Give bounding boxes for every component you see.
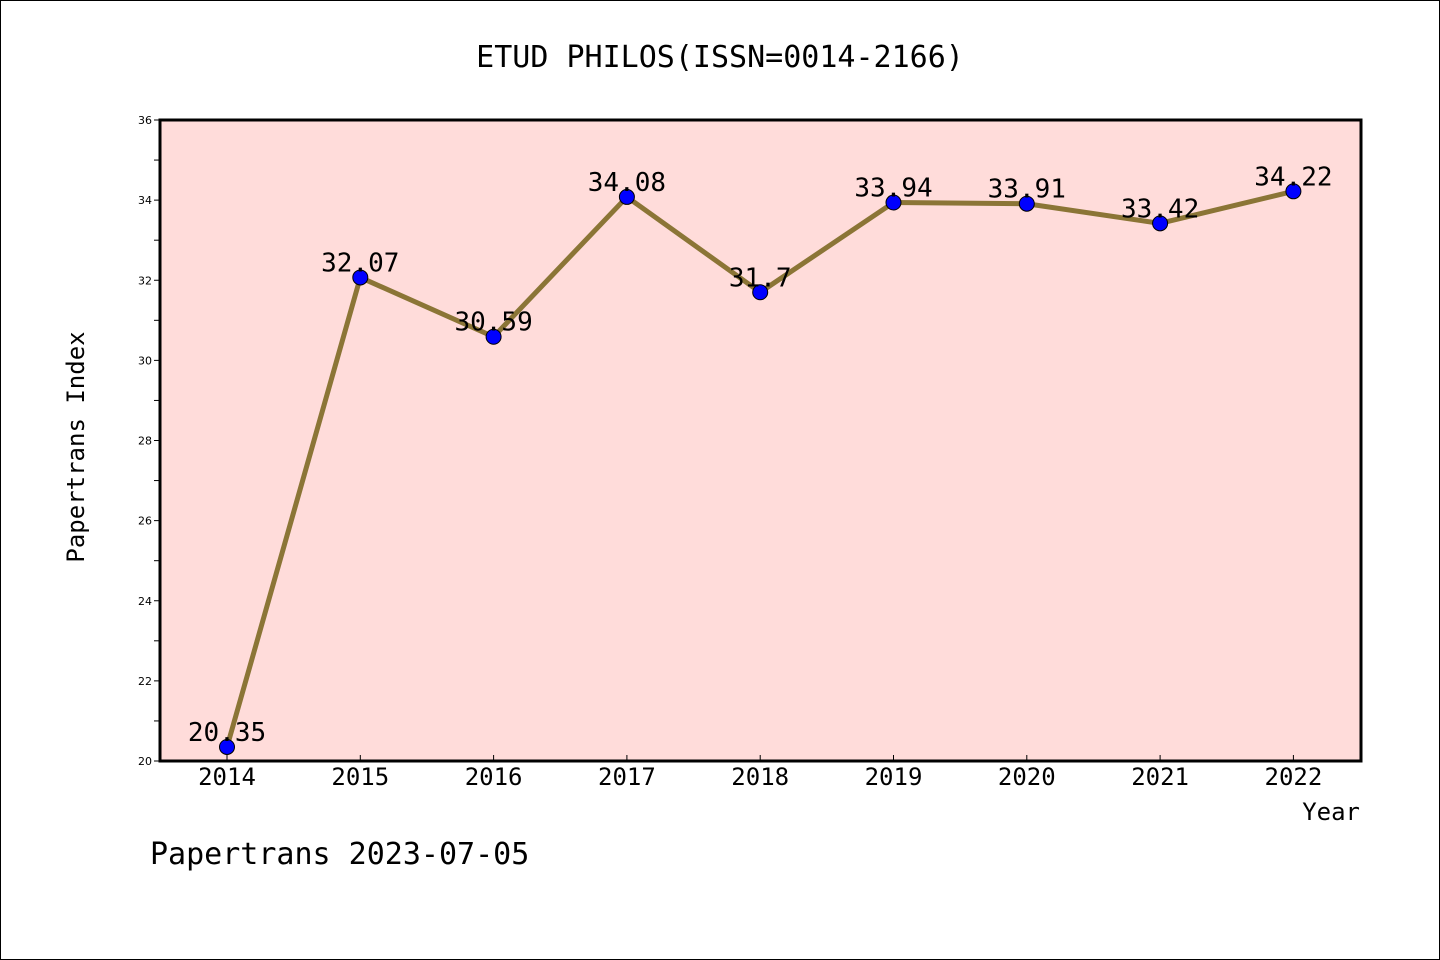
data-point xyxy=(485,328,502,345)
data-point xyxy=(1018,195,1035,212)
x-axis-label: Year xyxy=(1302,798,1360,826)
y-tick-label: 20 xyxy=(138,755,152,768)
data-point xyxy=(752,284,769,301)
series-markers xyxy=(219,183,1302,755)
data-label: 34.08 xyxy=(588,168,666,198)
data-point xyxy=(885,194,902,211)
data-point xyxy=(352,269,369,286)
x-tick-label: 2014 xyxy=(198,763,256,791)
x-tick-label: 2022 xyxy=(1265,763,1323,791)
x-tick-label: 2021 xyxy=(1131,763,1189,791)
data-label: 20.35 xyxy=(188,718,266,748)
x-tick-label: 2020 xyxy=(998,763,1056,791)
x-tick-label: 2019 xyxy=(865,763,923,791)
y-tick-label: 30 xyxy=(138,354,152,367)
data-label: 30.59 xyxy=(454,308,532,338)
y-axis: 20 22 24 26 28 30 32 34 36 xyxy=(138,114,160,768)
y-tick-label: 36 xyxy=(138,114,152,127)
y-tick-label: 26 xyxy=(138,515,152,528)
data-point xyxy=(1152,215,1169,232)
data-label: 33.91 xyxy=(988,175,1066,205)
y-tick-label: 24 xyxy=(138,595,152,608)
y-tick-label: 22 xyxy=(138,675,152,688)
data-point xyxy=(618,188,635,205)
x-axis: 2014 2015 2016 2017 2018 2019 2020 2021 2022 xyxy=(198,755,1322,791)
y-tick-label: 28 xyxy=(138,435,152,448)
x-tick-label: 2017 xyxy=(598,763,656,791)
data-label: 31.7 xyxy=(729,263,792,293)
x-tick-label: 2015 xyxy=(331,763,389,791)
data-point xyxy=(1285,183,1302,200)
data-point xyxy=(219,738,235,755)
data-label: 32.07 xyxy=(321,248,399,278)
chart-title: ETUD PHILOS(ISSN=0014-2166) xyxy=(476,40,964,75)
data-label: 34.22 xyxy=(1254,162,1332,192)
y-tick-label: 32 xyxy=(138,274,152,287)
data-label: 33.42 xyxy=(1121,194,1199,224)
data-labels: 20.35 32.07 30.59 34.08 31.7 33.94 33.91 33.42 3… xyxy=(188,162,1333,748)
footer-credit: Papertrans 2023-07-05 xyxy=(150,837,529,872)
y-tick-label: 34 xyxy=(138,194,152,207)
data-label: 33.94 xyxy=(854,174,932,204)
y-axis-label: Papertrans Index xyxy=(62,331,90,562)
x-tick-label: 2018 xyxy=(731,763,789,791)
x-tick-label: 2016 xyxy=(465,763,523,791)
